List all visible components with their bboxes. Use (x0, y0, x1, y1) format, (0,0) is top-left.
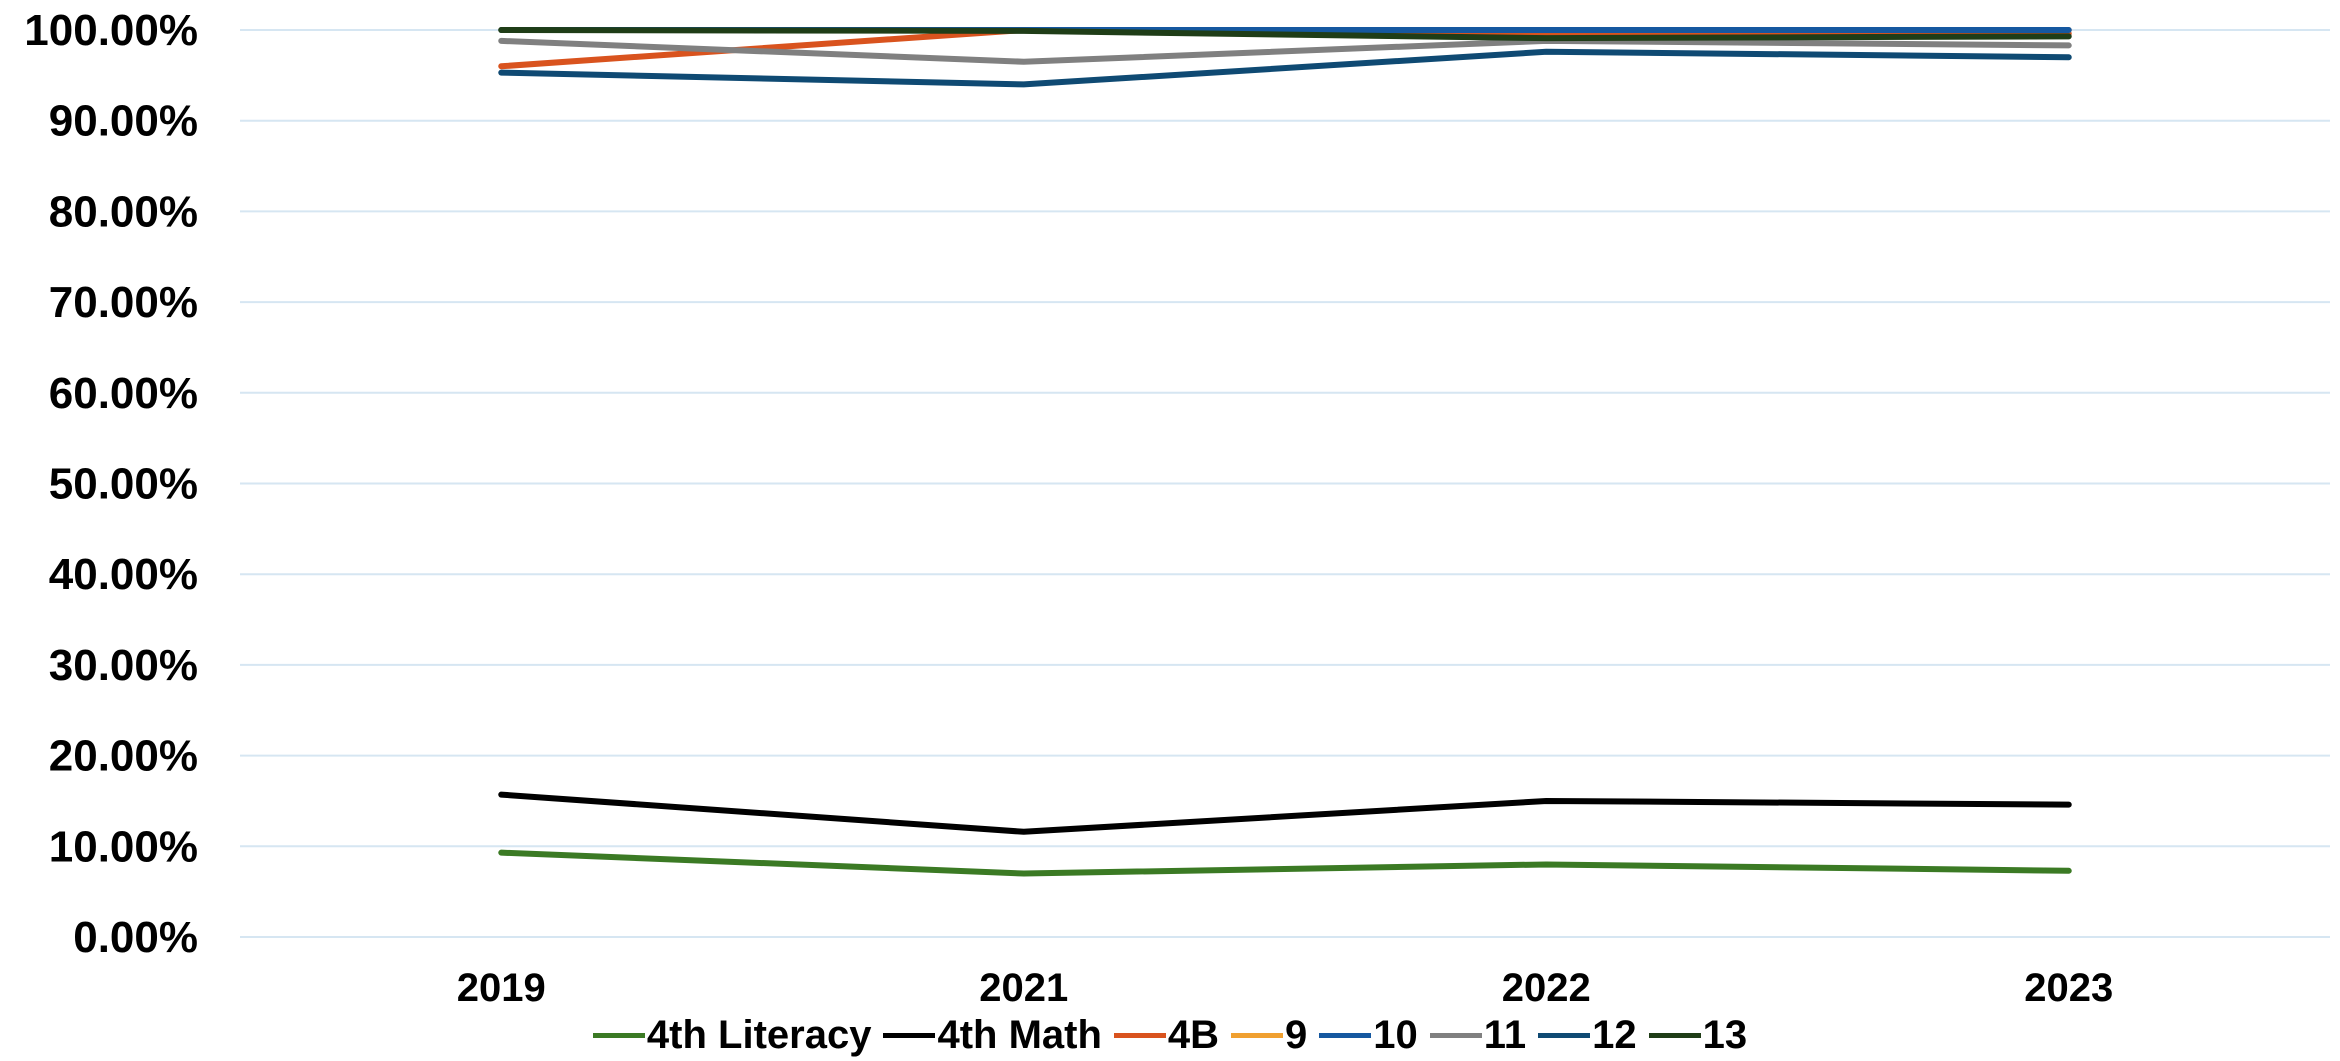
legend-label: 4th Literacy (646, 1012, 872, 1057)
legend-label: 13 (1702, 1012, 1748, 1057)
y-tick-label: 50.00% (49, 460, 198, 509)
series-line-4th-literacy (498, 849, 2072, 877)
legend-label: 10 (1373, 1012, 1418, 1057)
y-tick-label: 40.00% (49, 550, 198, 599)
series-line-12 (498, 48, 2072, 88)
series-line-13 (498, 27, 2072, 42)
y-tick-label: 100.00% (24, 6, 198, 55)
legend-item: 12 (1538, 1013, 1637, 1058)
legend-item: 4B (1113, 1012, 1220, 1058)
series-line-4th-math (498, 791, 2072, 835)
x-tick-label: 2021 (979, 966, 1068, 1010)
legend-swatch (1429, 1032, 1482, 1038)
legend-swatch (1231, 1032, 1284, 1038)
legend-item: 4th Literacy (592, 1012, 872, 1058)
y-tick-label: 90.00% (49, 97, 198, 146)
legend-item: 9 (1231, 1013, 1307, 1058)
legend-swatch (1113, 1032, 1166, 1038)
series-line-11 (498, 37, 2072, 65)
legend-item: 10 (1319, 1013, 1418, 1058)
legend-item: 13 (1648, 1012, 1748, 1058)
legend-swatch (592, 1032, 645, 1038)
legend-swatch (1648, 1032, 1701, 1038)
legend-swatch (1319, 1032, 1372, 1038)
y-tick-label: 30.00% (49, 641, 198, 690)
y-axis-ticks: 0.00% 10.00% 20.00% 30.00% 40.00% 50.00% 60.00… (24, 6, 198, 962)
y-tick-label: 70.00% (49, 278, 198, 327)
legend-item: 4th Math (883, 1012, 1102, 1058)
x-tick-label: 2023 (2024, 966, 2113, 1010)
x-tick-label: 2022 (1502, 966, 1591, 1010)
x-axis-ticks: 2019 2021 2022 2023 (457, 966, 2113, 1010)
legend-swatch (883, 1032, 936, 1038)
y-tick-label: 80.00% (49, 187, 198, 236)
legend-label: 9 (1285, 1012, 1308, 1057)
legend-item: 11 (1429, 1012, 1527, 1058)
legend: 4th Literacy 4th Math 4B 9 10 11 12 13 (0, 1010, 2340, 1060)
y-tick-label: 10.00% (49, 822, 198, 871)
y-tick-label: 60.00% (49, 369, 198, 418)
legend-label: 4B (1167, 1012, 1220, 1057)
series-lines (498, 27, 2072, 877)
y-tick-label: 0.00% (73, 913, 198, 962)
legend-label: 4th Math (937, 1012, 1102, 1057)
legend-swatch (1538, 1032, 1591, 1038)
legend-label: 11 (1483, 1012, 1527, 1057)
y-tick-label: 20.00% (49, 732, 198, 781)
x-tick-label: 2019 (457, 966, 546, 1010)
legend-label: 12 (1592, 1012, 1637, 1057)
chart-canvas: 0.00% 10.00% 20.00% 30.00% 40.00% 50.00% 60.00… (24, 6, 2330, 1010)
